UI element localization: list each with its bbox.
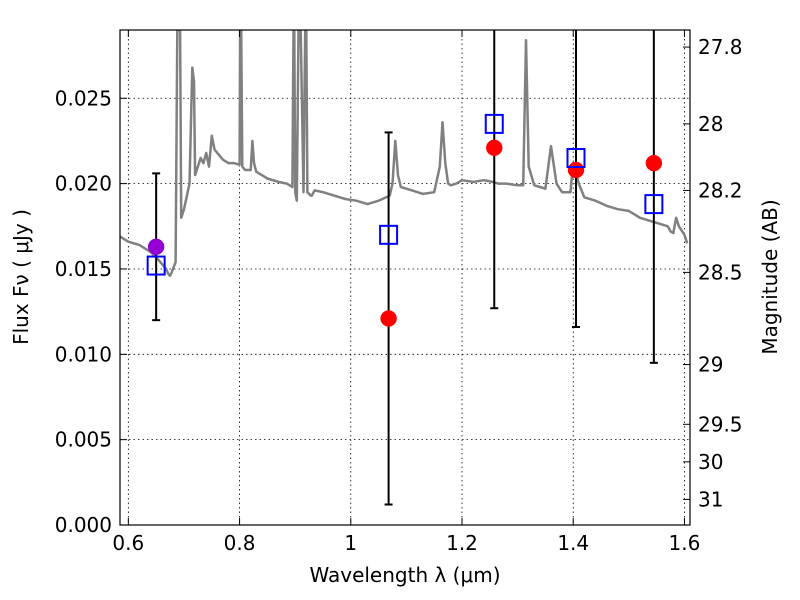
- plot-background: [120, 30, 690, 525]
- y-tick-label: 0.025: [55, 86, 112, 110]
- right-tick-label: 28.5: [698, 260, 743, 284]
- right-axis-label: Magnitude (AB): [758, 199, 782, 354]
- plot-frame: [119, 29, 691, 526]
- y-tick-label: 0.005: [55, 428, 112, 452]
- model-point-square: [566, 148, 586, 169]
- model-spectrum-layer: [120, 30, 689, 278]
- right-tick-label: 28.2: [698, 178, 743, 202]
- right-tick-label: 29: [698, 353, 723, 377]
- y-tick-label: 0.000: [55, 513, 112, 537]
- model-point-square: [644, 194, 664, 215]
- right-tick-label: 30: [698, 450, 723, 474]
- observed-point: [147, 238, 165, 256]
- observed-point: [380, 310, 397, 327]
- y-axis-label: Flux Fν ( μJy ): [9, 209, 33, 345]
- right-tick-label: 27.8: [698, 35, 743, 59]
- tick-layer: 0.6 0.8 1 1.2 1.4 1.6 0.000 0.005 0.010 0.015 0.02…: [55, 30, 743, 555]
- observed-point: [486, 139, 503, 157]
- x-tick-label: 1.6: [669, 531, 701, 555]
- y-tick-label: 0.015: [55, 257, 112, 281]
- observed-point: [567, 161, 585, 179]
- right-tick-label: 31: [698, 487, 723, 511]
- marker-layer: [146, 113, 664, 327]
- x-tick-label: 0.8: [224, 531, 256, 555]
- observed-point: [645, 154, 663, 172]
- x-axis-label: Wavelength λ (μm): [309, 563, 500, 587]
- right-tick-label: 29.5: [698, 412, 743, 436]
- x-tick-label: 1.2: [446, 531, 478, 555]
- x-tick-label: 1: [344, 531, 357, 555]
- model-point-square: [484, 113, 504, 134]
- model-point-square: [146, 255, 166, 276]
- right-tick-label: 28: [698, 112, 723, 136]
- x-tick-label: 1.4: [557, 531, 589, 555]
- y-tick-label: 0.010: [55, 342, 112, 366]
- x-tick-label: 0.6: [112, 531, 144, 555]
- model-point-square: [379, 224, 399, 245]
- model-spectrum-line: [120, 30, 689, 278]
- y-tick-label: 0.020: [55, 172, 112, 196]
